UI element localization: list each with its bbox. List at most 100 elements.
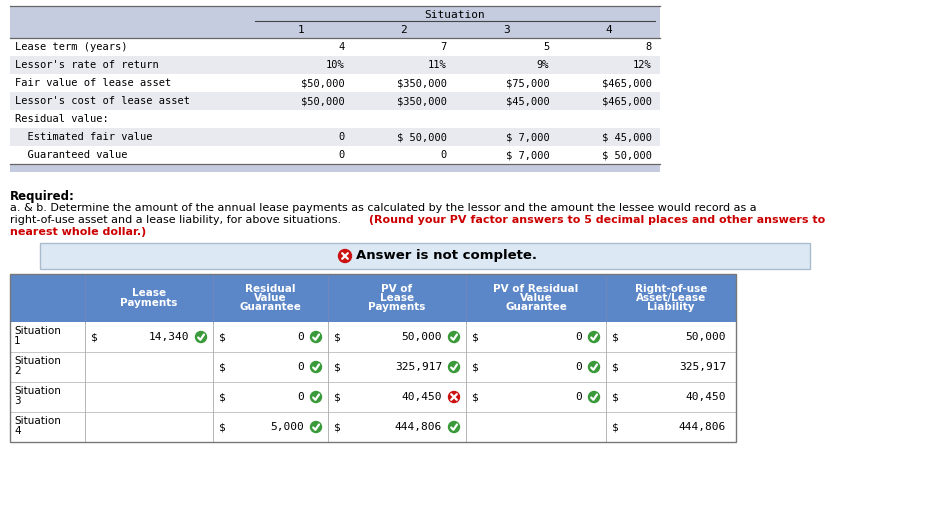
Bar [10,382,736,412]
Text: $75,000: $75,000 [506,78,549,88]
Text: 0: 0 [338,150,345,160]
Text: $465,000: $465,000 [601,96,652,106]
Text: Guarantee: Guarantee [505,302,567,312]
Text: Liability: Liability [647,302,695,312]
Text: 444,806: 444,806 [395,422,442,432]
Text: 5: 5 [543,42,549,52]
Text: Guaranteed value: Guaranteed value [15,150,128,160]
Text: $: $ [219,392,225,402]
Text: $: $ [612,422,618,432]
Text: $50,000: $50,000 [300,78,345,88]
Text: $350,000: $350,000 [397,96,447,106]
Text: nearest whole dollar.): nearest whole dollar.) [10,227,146,237]
Text: $350,000: $350,000 [397,78,447,88]
Bar [10,274,736,322]
Text: 7: 7 [440,42,447,52]
Text: $: $ [334,362,341,372]
Text: 0: 0 [338,132,345,142]
Text: Lessor's rate of return: Lessor's rate of return [15,60,159,70]
Text: $ 7,000: $ 7,000 [506,150,549,160]
Bar [10,412,736,442]
Bar [10,128,660,146]
Text: 325,917: 325,917 [395,362,442,372]
Bar [10,274,736,442]
Bar [10,164,660,172]
Circle shape [588,361,599,372]
Text: 0: 0 [575,392,582,402]
Bar [10,38,660,56]
Circle shape [588,391,599,402]
Text: 0: 0 [297,332,304,342]
Bar [10,352,736,382]
Text: Situation: Situation [424,10,486,20]
Text: 5,000: 5,000 [270,422,304,432]
Text: Lease: Lease [380,293,414,303]
Circle shape [338,249,351,262]
Text: $: $ [91,332,98,342]
Text: Situation: Situation [14,356,61,366]
Bar [10,146,660,164]
Text: $: $ [612,362,618,372]
Text: 2: 2 [14,366,21,376]
Text: Required:: Required: [10,190,75,203]
Text: PV of Residual: PV of Residual [493,284,579,294]
Text: 3: 3 [14,396,21,406]
Text: Payments: Payments [368,302,426,312]
Text: 0: 0 [575,362,582,372]
Text: 14,340: 14,340 [149,332,189,342]
Text: $ 50,000: $ 50,000 [397,132,447,142]
Text: 0: 0 [297,392,304,402]
Text: Situation: Situation [14,416,61,426]
Text: $: $ [334,392,341,402]
Text: 8: 8 [646,42,652,52]
Bar [10,92,660,110]
Text: $ 45,000: $ 45,000 [601,132,652,142]
Text: Estimated fair value: Estimated fair value [15,132,152,142]
Bar [10,110,660,128]
Text: $: $ [472,362,479,372]
Circle shape [449,421,459,432]
Text: $: $ [612,332,618,342]
Text: PV of: PV of [382,284,413,294]
Circle shape [449,361,459,372]
Text: Asset/Lease: Asset/Lease [635,293,706,303]
Bar [10,74,660,92]
Text: 4: 4 [338,42,345,52]
Circle shape [311,361,321,372]
Text: 1: 1 [298,25,305,35]
Text: $ 7,000: $ 7,000 [506,132,549,142]
Text: Value: Value [254,293,287,303]
Text: 11%: 11% [428,60,447,70]
Text: Situation: Situation [14,386,61,396]
Text: $: $ [612,392,618,402]
Text: $50,000: $50,000 [300,96,345,106]
Text: 2: 2 [401,25,407,35]
Text: Payments: Payments [120,298,178,308]
Text: Fair value of lease asset: Fair value of lease asset [15,78,171,88]
Text: 444,806: 444,806 [679,422,726,432]
Text: 4: 4 [605,25,612,35]
Circle shape [311,391,321,402]
Text: $: $ [219,362,225,372]
Text: $: $ [219,422,225,432]
Text: 40,450: 40,450 [402,392,442,402]
Text: Right-of-use: Right-of-use [634,284,707,294]
Text: Guarantee: Guarantee [240,302,301,312]
Text: 1: 1 [14,336,21,346]
Text: Lessor's cost of lease asset: Lessor's cost of lease asset [15,96,190,106]
Bar [10,6,660,38]
Text: $: $ [219,332,225,342]
Text: Lease term (years): Lease term (years) [15,42,128,52]
Bar [40,243,810,269]
Text: $465,000: $465,000 [601,78,652,88]
Text: Situation: Situation [14,326,61,336]
Text: $: $ [334,422,341,432]
Text: (Round your PV factor answers to 5 decimal places and other answers to: (Round your PV factor answers to 5 decim… [365,215,825,225]
Text: Residual value:: Residual value: [15,114,109,124]
Text: Lease: Lease [132,288,166,298]
Text: $45,000: $45,000 [506,96,549,106]
Text: 325,917: 325,917 [679,362,726,372]
Bar [10,322,736,352]
Circle shape [449,391,459,402]
Text: Answer is not complete.: Answer is not complete. [356,249,537,262]
